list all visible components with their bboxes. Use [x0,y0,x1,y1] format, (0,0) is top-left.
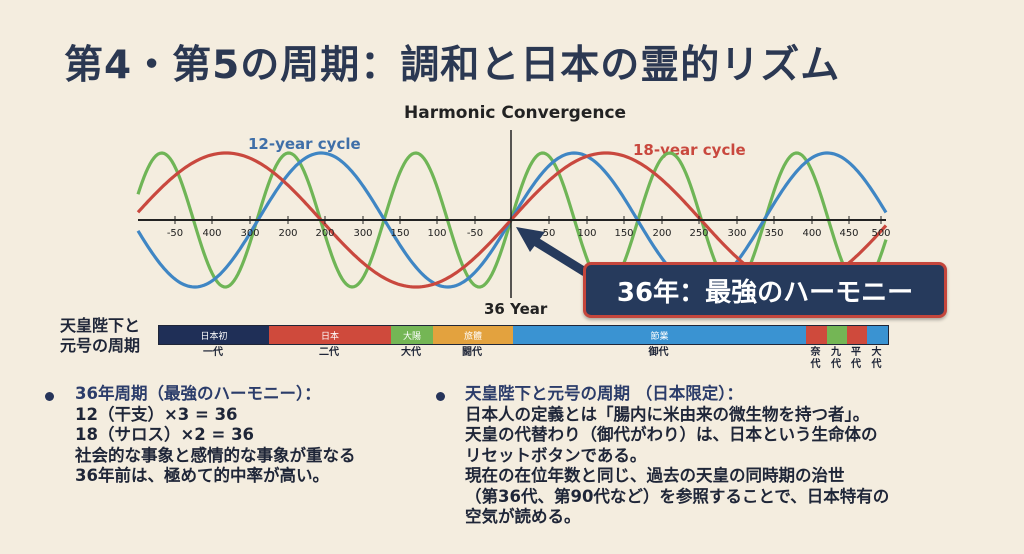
x-tick-label: -50 [167,228,183,239]
left-bullet: 36年周期（最強のハーモニー）： 12（干支）×3 = 36 18（サロス）×2… [75,384,356,487]
callout-box: 36年：最強のハーモニー [583,262,947,318]
right-bullet: 天皇陛下と元号の周期 （日本限定）： 日本人の定義とは「腸内に米由来の微生物を持… [465,384,889,528]
chart-title: Harmonic Convergence [404,103,627,123]
x-tick-label: 250 [689,228,708,239]
timeline-era-label: 九代 [831,347,841,370]
x-tick-label: 100 [577,228,596,239]
timeline-era-label: 闘代 [462,347,482,358]
x-tick-label: 100 [427,228,446,239]
series-label-18-year: 18-year cycle [633,141,746,159]
series-label-12-year: 12-year cycle [248,135,361,153]
x-tick-label: 450 [839,228,858,239]
x-tick-label: 50 [543,228,556,239]
bullet-icon [45,392,54,401]
timeline-segment [867,326,888,344]
timeline-era-label: 二代 [319,347,339,358]
bullet-line: 社会的な事象と感情的な事象が重なる [75,445,356,465]
x-tick-label: 500 [871,228,890,239]
x-tick-label: 400 [202,228,221,239]
x-tick-label: 300 [353,228,372,239]
x-tick-label: 200 [315,228,334,239]
timeline-heading-line: 天皇陛下と [60,316,141,335]
arrow-icon [516,227,588,276]
timeline-segment: 節業 [513,326,806,344]
bullet-line: 36年前は、極めて的中率が高い。 [75,466,329,485]
timeline-heading: 天皇陛下と 元号の周期 [60,316,140,356]
x-tick-label: 400 [802,228,821,239]
page-title: 第4・第5の周期：調和と日本の霊的リズム [64,43,841,88]
bullet-heading: 36年周期（最強のハーモニー）： [75,384,321,403]
timeline-era-label: 大代 [871,347,882,370]
x-tick-label: 300 [727,228,746,239]
timeline-segment: 日本初 [159,326,269,344]
timeline-segment [847,326,867,344]
bullet-line: 日本人の定義とは「腸内に米由来の微生物を持つ者」。 [465,404,870,424]
bullet-line: 空気が読める。 [465,507,581,526]
timeline-era-label: 平代 [851,347,861,370]
timeline-segment: 日本 [269,326,391,344]
marker-label: 36 Year [484,300,548,318]
bullet-line: 現在の在位年数と同じ、過去の天皇の同時期の治世 [465,466,845,485]
x-tick-label: 150 [390,228,409,239]
timeline-bar: 日本初 日本 大陽 旅體 節業 [158,325,889,345]
timeline-era-label: 御代 [648,347,669,358]
bullet-heading: 天皇陛下と元号の周期 （日本限定）： [465,384,743,403]
bullet-icon [436,392,445,401]
bullet-line: リセットボタンである。 [465,445,647,465]
x-tick-label: -50 [467,228,483,239]
bullet-line: 18（サロス）×2 = 36 [75,425,255,444]
timeline-segment: 大陽 [391,326,433,344]
timeline-segment [827,326,847,344]
timeline-heading-line: 元号の周期 [60,336,141,355]
timeline-segment [806,326,827,344]
timeline-era-label: 奈代 [810,347,821,370]
x-tick-label: 200 [278,228,297,239]
bullet-line: 天皇の代替わり（御代がわり）は、日本という生命体の [465,425,878,444]
bullet-line: 12（干支）×3 = 36 [75,404,238,424]
x-tick-label: 150 [614,228,633,239]
timeline-era-label: 大代 [401,347,421,358]
timeline-segment: 旅體 [433,326,513,344]
x-tick-label: 350 [764,228,783,239]
timeline-era-label: 一代 [203,347,223,358]
x-tick-label: 300 [240,228,259,239]
x-tick-label: 200 [652,228,671,239]
bullet-line: （第36代、第90代など）を参照することで、日本特有の [465,486,890,506]
